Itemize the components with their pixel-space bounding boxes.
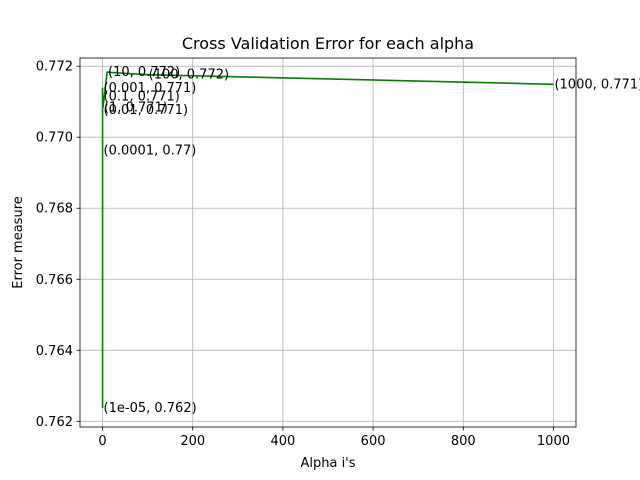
x-tick-label: 0: [98, 434, 106, 449]
tick-layer: 0 200 400 600 800 1000 0.762 0.764 0.766 0.768 0.7…: [36, 60, 570, 449]
point-annotation: (0.0001, 0.77): [104, 144, 197, 159]
point-annotation: (1e-05, 0.762): [104, 401, 197, 416]
x-tick-label: 400: [270, 434, 295, 449]
x-tick-label: 200: [180, 434, 205, 449]
y-tick-label: 0.766: [36, 273, 73, 288]
y-tick-label: 0.772: [36, 60, 73, 75]
x-tick-label: 800: [451, 434, 476, 449]
plot-frame: [79, 57, 577, 428]
grid-layer: [80, 58, 576, 427]
y-tick-label: 0.768: [36, 202, 73, 217]
x-axis-label: Alpha i's: [300, 456, 355, 471]
chart-title: Cross Validation Error for each alpha: [182, 34, 474, 53]
x-tick-label: 1000: [537, 434, 570, 449]
point-annotation: (0.1, 0.771): [104, 90, 180, 105]
series-line: [101, 71, 554, 408]
y-axis-label: Error measure: [11, 196, 26, 289]
y-tick-label: 0.762: [36, 415, 73, 430]
annotation-layer: (1e-05, 0.762) (0.0001, 0.77) (0.001, 0.77…: [104, 65, 640, 416]
point-annotation: (1, 0.771): [104, 100, 168, 115]
point-annotation: (100, 0.772): [149, 68, 229, 83]
line-layer: [101, 71, 554, 408]
point-annotation: (1000, 0.771): [554, 77, 640, 92]
y-tick-label: 0.764: [36, 344, 73, 359]
point-annotation: (0.001, 0.771): [104, 81, 197, 96]
y-tick-label: 0.770: [36, 131, 73, 146]
point-annotation: (10, 0.772): [108, 65, 180, 80]
point-annotation: (0.01, 0.771): [104, 103, 189, 118]
x-tick-label: 600: [361, 434, 386, 449]
